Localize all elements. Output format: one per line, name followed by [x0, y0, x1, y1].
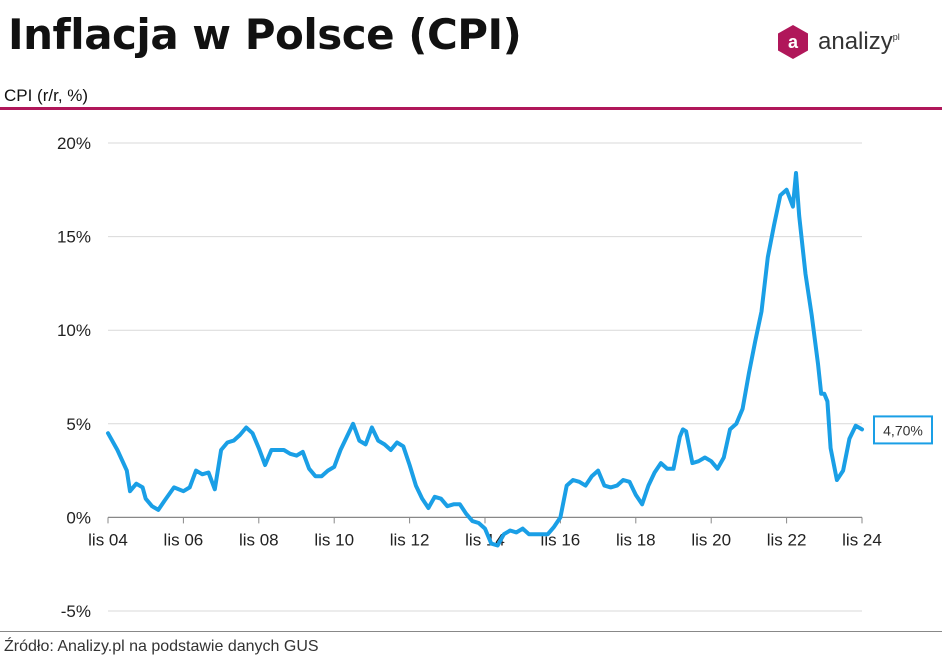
logo-text: analizypl [818, 28, 900, 55]
x-tick-label: lis 16 [541, 530, 581, 549]
chart-subtitle: CPI (r/r, %) [4, 86, 89, 105]
x-tick-label: lis 10 [314, 530, 354, 549]
cpi-chart: 20% 15% 10% 5% 0% -5% lis 04 lis 06 lis 08 lis 10… [57, 134, 933, 621]
x-tick-label: lis 12 [390, 530, 430, 549]
cpi-series-line [106, 171, 864, 548]
logo-hexagon-icon: a [778, 25, 808, 59]
page-title: Inflacja w Polsce (CPI) [8, 10, 522, 59]
y-tick-label: 20% [57, 134, 91, 153]
x-tick-label: lis 22 [767, 530, 807, 549]
header-divider [0, 107, 942, 110]
x-tick-label: lis 20 [691, 530, 731, 549]
x-tick-label: lis 18 [616, 530, 656, 549]
y-tick-label: 15% [57, 228, 91, 247]
x-tick-label: lis 04 [88, 530, 128, 549]
footer-divider [0, 631, 942, 632]
analizy-logo: a analizypl [776, 24, 900, 60]
last-value-label: 4,70% [883, 422, 923, 438]
last-value-box [873, 415, 933, 445]
source-note: Źródło: Analizy.pl na podstawie danych G… [4, 638, 319, 655]
y-tick-label: 10% [57, 321, 91, 340]
logo-suffix: pl [892, 32, 900, 42]
y-tick-label: 0% [66, 508, 91, 527]
x-tick-label: lis 24 [842, 530, 882, 549]
x-tick-label: lis 06 [164, 530, 204, 549]
y-tick-label: 5% [66, 415, 91, 434]
logo-letter: a [788, 32, 799, 52]
y-tick-label: -5% [61, 602, 91, 621]
x-tick-label: lis 08 [239, 530, 279, 549]
